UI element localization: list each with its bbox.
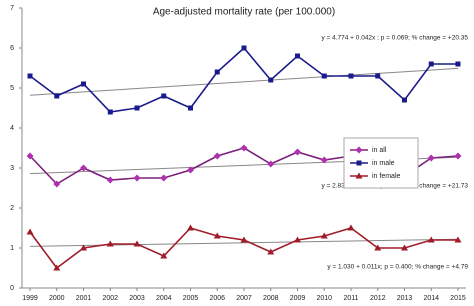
y-tick-label: 5	[10, 85, 14, 92]
marker	[106, 240, 114, 247]
chart-title: Age-adjusted mortality rate (per 100.000…	[153, 7, 335, 18]
y-tick-label: 7	[10, 5, 14, 12]
x-tick-label: 2012	[370, 295, 386, 302]
marker	[267, 160, 275, 168]
legend: in all in male in female	[343, 137, 419, 189]
series-line	[29, 227, 458, 270]
x-tick-label: 2003	[129, 295, 145, 302]
annotation: y = 4.774 + 0.042x ; p = 0.069; % change…	[321, 35, 468, 42]
x-tick-label: 2004	[156, 295, 172, 302]
marker	[320, 156, 328, 164]
marker	[133, 174, 141, 182]
marker	[268, 77, 274, 83]
x-tick-label: 2008	[263, 295, 279, 302]
marker	[375, 73, 381, 79]
x-tick-label: 2006	[209, 295, 225, 302]
marker	[427, 154, 435, 162]
marker	[213, 232, 221, 239]
x-tick-label: 2005	[183, 295, 199, 302]
marker	[161, 93, 167, 99]
y-tick-label: 2	[10, 205, 14, 212]
marker	[160, 174, 168, 182]
x-tick-label: 2000	[49, 295, 65, 302]
marker	[107, 109, 113, 115]
marker	[293, 148, 301, 156]
x-tick-label: 2009	[290, 295, 306, 302]
x-tick-label: 2010	[316, 295, 332, 302]
x-tick-label: 2014	[423, 295, 439, 302]
legend-marker	[356, 160, 362, 166]
x-tick-label: 2011	[343, 295, 358, 302]
marker	[454, 236, 462, 243]
annotation: y = 1.030 + 0.011x; p = 0.400; % change …	[327, 264, 468, 271]
marker	[321, 73, 327, 79]
marker	[53, 180, 61, 188]
marker	[455, 61, 461, 67]
y-tick-label: 0	[10, 285, 14, 292]
marker	[267, 248, 275, 255]
marker	[80, 164, 88, 172]
y-tick-label: 6	[10, 45, 14, 52]
marker	[187, 224, 195, 231]
trend-line	[29, 67, 459, 96]
x-tick-label: 1999	[22, 295, 38, 302]
marker	[133, 240, 141, 247]
marker	[293, 236, 301, 243]
marker	[400, 244, 408, 251]
marker	[428, 61, 434, 67]
marker	[240, 236, 248, 243]
marker	[241, 45, 247, 51]
x-tick-label: 2002	[102, 295, 118, 302]
marker	[401, 97, 407, 103]
marker	[294, 53, 300, 59]
x-tick-label: 2015	[450, 295, 466, 302]
y-tick-label: 1	[10, 245, 14, 252]
x-tick-label: 2001	[76, 295, 92, 302]
marker	[81, 81, 87, 87]
marker	[214, 69, 220, 75]
marker	[26, 228, 34, 235]
x-tick-label: 2007	[236, 295, 252, 302]
marker	[26, 152, 34, 160]
marker	[427, 236, 435, 243]
legend-label: in all	[372, 147, 387, 154]
marker	[160, 252, 168, 259]
marker	[134, 105, 140, 111]
marker	[53, 264, 61, 271]
marker	[320, 232, 328, 239]
legend-label: in female	[372, 173, 401, 180]
x-tick-label: 2013	[397, 295, 413, 302]
marker	[213, 152, 221, 160]
marker	[374, 244, 382, 251]
marker	[240, 144, 248, 152]
marker	[348, 73, 354, 79]
marker	[27, 73, 33, 79]
marker	[106, 176, 114, 184]
y-tick-label: 3	[10, 165, 14, 172]
marker	[187, 166, 195, 174]
marker	[188, 105, 194, 111]
marker	[80, 244, 88, 251]
y-tick-label: 4	[10, 125, 14, 132]
marker	[454, 152, 462, 160]
series-line	[29, 46, 458, 113]
marker	[347, 224, 355, 231]
legend-label: in male	[372, 160, 395, 167]
marker	[54, 93, 60, 99]
legend-marker	[355, 172, 363, 179]
legend-marker	[355, 146, 363, 154]
